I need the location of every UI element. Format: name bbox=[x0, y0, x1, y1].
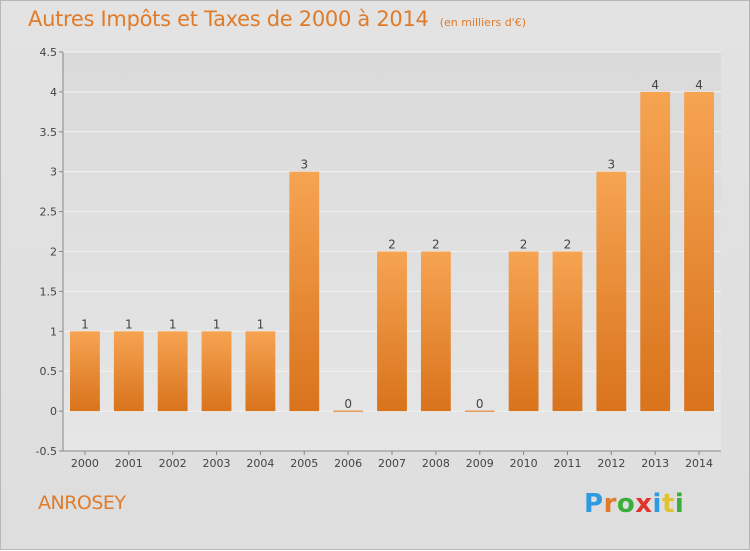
data-label: 2 bbox=[388, 238, 396, 252]
data-label: 1 bbox=[169, 317, 177, 331]
x-tick-label: 2014 bbox=[685, 457, 713, 470]
data-label: 1 bbox=[125, 317, 133, 331]
data-label: 1 bbox=[257, 317, 265, 331]
x-tick-label: 2011 bbox=[553, 457, 581, 470]
x-tick-label: 2005 bbox=[290, 457, 318, 470]
data-label: 1 bbox=[213, 317, 221, 331]
brand-logo: Proxiti bbox=[584, 489, 684, 519]
bar bbox=[684, 91, 714, 412]
bar bbox=[508, 251, 539, 412]
data-label: 0 bbox=[476, 397, 484, 411]
y-tick-label: 0.5 bbox=[40, 365, 58, 378]
x-tick-label: 2009 bbox=[466, 457, 494, 470]
bar bbox=[640, 91, 671, 412]
y-tick-label: 2 bbox=[50, 246, 57, 259]
commune-name: ANROSEY bbox=[38, 492, 126, 514]
y-tick-label: 4 bbox=[50, 86, 57, 99]
data-label: 2 bbox=[520, 238, 528, 252]
x-tick-label: 2000 bbox=[71, 457, 99, 470]
brand-letter: t bbox=[661, 489, 675, 519]
x-tick-label: 2006 bbox=[334, 457, 362, 470]
unit-note: (en milliers d'€) bbox=[439, 16, 526, 29]
bar bbox=[289, 171, 320, 412]
data-label: 2 bbox=[432, 238, 440, 252]
brand-letter: r bbox=[603, 489, 617, 519]
x-tick-label: 2012 bbox=[597, 457, 625, 470]
data-label: 2 bbox=[564, 238, 572, 252]
chart-title-group: Autres Impôts et Taxes de 2000 à 2014 (e… bbox=[28, 7, 526, 31]
y-tick-label: 2.5 bbox=[40, 206, 58, 219]
y-tick-label: 0 bbox=[50, 405, 57, 418]
brand-letter: P bbox=[584, 489, 604, 519]
chart-title: Autres Impôts et Taxes de 2000 à 2014 bbox=[28, 7, 429, 31]
data-label: 4 bbox=[695, 78, 703, 92]
x-tick-label: 2003 bbox=[203, 457, 231, 470]
brand-letter: o bbox=[616, 489, 636, 519]
data-label: 0 bbox=[344, 397, 352, 411]
x-tick-label: 2013 bbox=[641, 457, 669, 470]
y-tick-label: 4.5 bbox=[40, 46, 58, 59]
y-tick-label: 1 bbox=[50, 325, 57, 338]
x-tick-label: 2001 bbox=[115, 457, 143, 470]
bar bbox=[377, 251, 407, 412]
brand-letter: x bbox=[635, 489, 653, 519]
bar bbox=[245, 331, 276, 412]
x-tick-label: 2002 bbox=[159, 457, 187, 470]
x-tick-label: 2007 bbox=[378, 457, 406, 470]
brand-letter: i bbox=[652, 489, 662, 519]
bar bbox=[113, 331, 144, 412]
data-label: 3 bbox=[608, 158, 616, 172]
y-tick-label: 3 bbox=[50, 166, 57, 179]
data-label: 3 bbox=[300, 158, 308, 172]
bar bbox=[552, 251, 583, 412]
y-tick-label: 1.5 bbox=[40, 285, 58, 298]
bar bbox=[420, 251, 451, 412]
y-tick-label: 3.5 bbox=[40, 126, 58, 139]
x-tick-label: 2004 bbox=[246, 457, 274, 470]
data-label: 4 bbox=[651, 78, 659, 92]
bar bbox=[157, 331, 188, 412]
bar bbox=[201, 331, 232, 412]
bar bbox=[596, 171, 627, 412]
bar bbox=[70, 331, 100, 412]
bar bbox=[333, 410, 364, 412]
x-tick-label: 2010 bbox=[510, 457, 538, 470]
x-tick-label: 2008 bbox=[422, 457, 450, 470]
y-tick-label: -0.5 bbox=[36, 445, 57, 458]
bar bbox=[464, 410, 495, 412]
brand-letter: i bbox=[674, 489, 685, 519]
data-label: 1 bbox=[81, 317, 89, 331]
